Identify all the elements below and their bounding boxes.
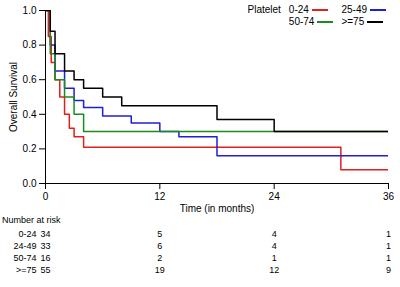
svg-text:50-74: 50-74 [13,253,36,263]
html-text:>=75: >=75 [341,16,365,27]
svg-text:55: 55 [40,265,50,275]
svg-text:0: 0 [43,191,49,202]
svg-text:4: 4 [272,229,277,239]
svg-text:1: 1 [272,253,277,263]
svg-text:12: 12 [154,191,166,202]
svg-text:2: 2 [157,253,162,263]
svg-text:1: 1 [386,241,391,251]
svg-text:24-49: 24-49 [13,241,36,251]
svg-text:1.0: 1.0 [23,5,37,16]
svg-text:34: 34 [40,229,50,239]
svg-text:Overall Survival: Overall Survival [8,62,19,132]
svg-text:19: 19 [155,265,165,275]
svg-text:4: 4 [272,241,277,251]
svg-text:0.0: 0.0 [23,178,37,189]
svg-text:0.2: 0.2 [23,143,37,154]
svg-text:1: 1 [386,253,391,263]
svg-text:9: 9 [386,265,391,275]
svg-text:24: 24 [269,191,281,202]
svg-text:33: 33 [40,241,50,251]
svg-text:0.4: 0.4 [23,109,37,120]
svg-text:5: 5 [157,229,162,239]
svg-text:>=75: >=75 [16,265,37,275]
html-text:Number at risk: Number at risk [2,215,61,225]
svg-text:16: 16 [40,253,50,263]
svg-text:0.8: 0.8 [23,39,37,50]
svg-text:Time (in months): Time (in months) [180,203,255,214]
html-text:Platelet: Platelet [247,4,281,15]
svg-text:0.6: 0.6 [23,74,37,85]
svg-text:6: 6 [157,241,162,251]
html-text:0-24: 0-24 [288,4,309,15]
html-text:50-74: 50-74 [288,16,315,27]
svg-text:12: 12 [269,265,279,275]
svg-text:0-24: 0-24 [18,229,36,239]
svg-text:36: 36 [383,191,395,202]
html-text:25-49: 25-49 [341,4,367,15]
svg-text:1: 1 [386,229,391,239]
